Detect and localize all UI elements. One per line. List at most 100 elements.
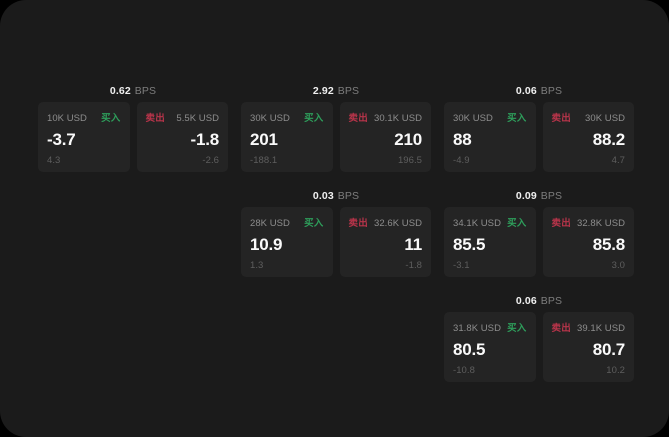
quote-panels: 10K USD 买入 -3.7 4.3 卖出 5.5K USD -1.8 -2.6 bbox=[38, 102, 228, 172]
price-value: 80.5 bbox=[453, 339, 486, 359]
card-header: 0.03 BPS bbox=[241, 185, 431, 207]
delta-value: -3.1 bbox=[453, 259, 470, 271]
quote-panels: 30K USD 买入 88 -4.9 卖出 30K USD 88.2 4.7 bbox=[444, 102, 634, 172]
panel-top-row: 卖出 32.6K USD bbox=[348, 215, 423, 229]
panel-top-row: 30K USD 买入 bbox=[453, 110, 527, 124]
delta-value: -4.9 bbox=[453, 154, 470, 166]
size-label: 30K USD bbox=[453, 113, 493, 124]
bps-unit-label: BPS bbox=[337, 189, 360, 202]
bps-value: 0.06 bbox=[515, 84, 537, 97]
ask-panel[interactable]: 卖出 32.6K USD 11 -1.8 bbox=[339, 207, 431, 277]
price-value: 11 bbox=[404, 234, 422, 254]
price-value: -1.8 bbox=[190, 129, 220, 149]
quote-card[interactable]: 2.92 BPS 30K USD 买入 201 -188.1 卖出 30.1K USD 210 1… bbox=[241, 80, 431, 172]
size-label: 30K USD bbox=[250, 113, 290, 124]
ask-panel[interactable]: 卖出 39.1K USD 80.7 10.2 bbox=[542, 312, 634, 382]
bps-value: 0.09 bbox=[515, 189, 537, 202]
delta-value: -1.8 bbox=[405, 259, 422, 271]
price-value: 88.2 bbox=[592, 129, 625, 149]
card-header: 0.09 BPS bbox=[444, 185, 634, 207]
delta-value: 4.3 bbox=[47, 154, 61, 166]
delta-value: 1.3 bbox=[250, 259, 264, 271]
buy-side-label: 买入 bbox=[304, 218, 324, 229]
bps-unit-label: BPS bbox=[134, 84, 157, 97]
sell-side-label: 卖出 bbox=[348, 218, 368, 229]
bps-value: 0.06 bbox=[515, 294, 537, 307]
bid-panel[interactable]: 31.8K USD 买入 80.5 -10.8 bbox=[444, 312, 536, 382]
bps-unit-label: BPS bbox=[540, 189, 563, 202]
quote-card-board: 0.62 BPS 10K USD 买入 -3.7 4.3 卖出 5.5K USD -1.8 -2.… bbox=[38, 80, 634, 382]
delta-value: -10.8 bbox=[453, 364, 475, 376]
panel-top-row: 34.1K USD 买入 bbox=[453, 215, 527, 229]
price-value: 201 bbox=[250, 129, 278, 149]
card-header: 2.92 BPS bbox=[241, 80, 431, 102]
sell-side-label: 卖出 bbox=[551, 113, 571, 124]
buy-side-label: 买入 bbox=[507, 323, 527, 334]
size-label: 5.5K USD bbox=[176, 113, 219, 124]
size-label: 39.1K USD bbox=[577, 323, 625, 334]
bid-panel[interactable]: 10K USD 买入 -3.7 4.3 bbox=[38, 102, 130, 172]
panel-top-row: 卖出 5.5K USD bbox=[146, 110, 220, 124]
buy-side-label: 买入 bbox=[101, 113, 121, 124]
delta-value: -2.6 bbox=[202, 154, 219, 166]
bid-panel[interactable]: 34.1K USD 买入 85.5 -3.1 bbox=[444, 207, 536, 277]
buy-side-label: 买入 bbox=[304, 113, 324, 124]
size-label: 31.8K USD bbox=[453, 323, 501, 334]
card-header: 0.06 BPS bbox=[444, 290, 634, 312]
ask-panel[interactable]: 卖出 30K USD 88.2 4.7 bbox=[542, 102, 634, 172]
sell-side-label: 卖出 bbox=[551, 323, 571, 334]
price-value: 210 bbox=[394, 129, 422, 149]
bps-value: 0.62 bbox=[109, 84, 131, 97]
quote-panels: 34.1K USD 买入 85.5 -3.1 卖出 32.8K USD 85.8 3.0 bbox=[444, 207, 634, 277]
panel-top-row: 31.8K USD 买入 bbox=[453, 320, 527, 334]
panel-top-row: 28K USD 买入 bbox=[250, 215, 324, 229]
price-value: 85.5 bbox=[453, 234, 486, 254]
bid-panel[interactable]: 28K USD 买入 10.9 1.3 bbox=[241, 207, 333, 277]
bps-unit-label: BPS bbox=[540, 84, 563, 97]
delta-value: -188.1 bbox=[250, 154, 278, 166]
size-label: 28K USD bbox=[250, 218, 290, 229]
price-value: 80.7 bbox=[592, 339, 625, 359]
size-label: 34.1K USD bbox=[453, 218, 501, 229]
delta-value: 196.5 bbox=[397, 154, 422, 166]
sell-side-label: 卖出 bbox=[551, 218, 571, 229]
panel-top-row: 30K USD 买入 bbox=[250, 110, 324, 124]
sell-side-label: 卖出 bbox=[348, 113, 368, 124]
bid-panel[interactable]: 30K USD 买入 201 -188.1 bbox=[241, 102, 333, 172]
panel-top-row: 10K USD 买入 bbox=[47, 110, 121, 124]
price-value: -3.7 bbox=[47, 129, 76, 149]
size-label: 30K USD bbox=[585, 113, 625, 124]
bps-value: 2.92 bbox=[312, 84, 334, 97]
price-value: 10.9 bbox=[250, 234, 283, 254]
bid-panel[interactable]: 30K USD 买入 88 -4.9 bbox=[444, 102, 536, 172]
card-header: 0.62 BPS bbox=[38, 80, 228, 102]
delta-value: 10.2 bbox=[606, 364, 625, 376]
panel-top-row: 卖出 30K USD bbox=[551, 110, 626, 124]
bps-unit-label: BPS bbox=[540, 294, 563, 307]
buy-side-label: 买入 bbox=[507, 218, 527, 229]
panel-top-row: 卖出 32.8K USD bbox=[551, 215, 626, 229]
quote-card[interactable]: 0.06 BPS 31.8K USD 买入 80.5 -10.8 卖出 39.1K USD 80… bbox=[444, 290, 634, 382]
ask-panel[interactable]: 卖出 30.1K USD 210 196.5 bbox=[339, 102, 431, 172]
ask-panel[interactable]: 卖出 5.5K USD -1.8 -2.6 bbox=[136, 102, 228, 172]
card-header: 0.06 BPS bbox=[444, 80, 634, 102]
quote-panels: 31.8K USD 买入 80.5 -10.8 卖出 39.1K USD 80.7 10.2 bbox=[444, 312, 634, 382]
quote-panels: 30K USD 买入 201 -188.1 卖出 30.1K USD 210 196.5 bbox=[241, 102, 431, 172]
delta-value: 3.0 bbox=[611, 259, 625, 271]
quote-card[interactable]: 0.09 BPS 34.1K USD 买入 85.5 -3.1 卖出 32.8K USD 85.… bbox=[444, 185, 634, 277]
quote-card[interactable]: 0.62 BPS 10K USD 买入 -3.7 4.3 卖出 5.5K USD -1.8 -2.… bbox=[38, 80, 228, 172]
delta-value: 4.7 bbox=[611, 154, 625, 166]
quote-card[interactable]: 0.03 BPS 28K USD 买入 10.9 1.3 卖出 32.6K USD 11 -1.8 bbox=[241, 185, 431, 277]
quote-panels: 28K USD 买入 10.9 1.3 卖出 32.6K USD 11 -1.8 bbox=[241, 207, 431, 277]
panel-top-row: 卖出 30.1K USD bbox=[348, 110, 423, 124]
bps-value: 0.03 bbox=[312, 189, 334, 202]
size-label: 30.1K USD bbox=[374, 113, 422, 124]
price-value: 88 bbox=[453, 129, 472, 149]
size-label: 32.8K USD bbox=[577, 218, 625, 229]
quote-card[interactable]: 0.06 BPS 30K USD 买入 88 -4.9 卖出 30K USD 88.2 4.7 bbox=[444, 80, 634, 172]
bps-unit-label: BPS bbox=[337, 84, 360, 97]
ask-panel[interactable]: 卖出 32.8K USD 85.8 3.0 bbox=[542, 207, 634, 277]
size-label: 32.6K USD bbox=[374, 218, 422, 229]
size-label: 10K USD bbox=[47, 113, 87, 124]
price-value: 85.8 bbox=[592, 234, 625, 254]
